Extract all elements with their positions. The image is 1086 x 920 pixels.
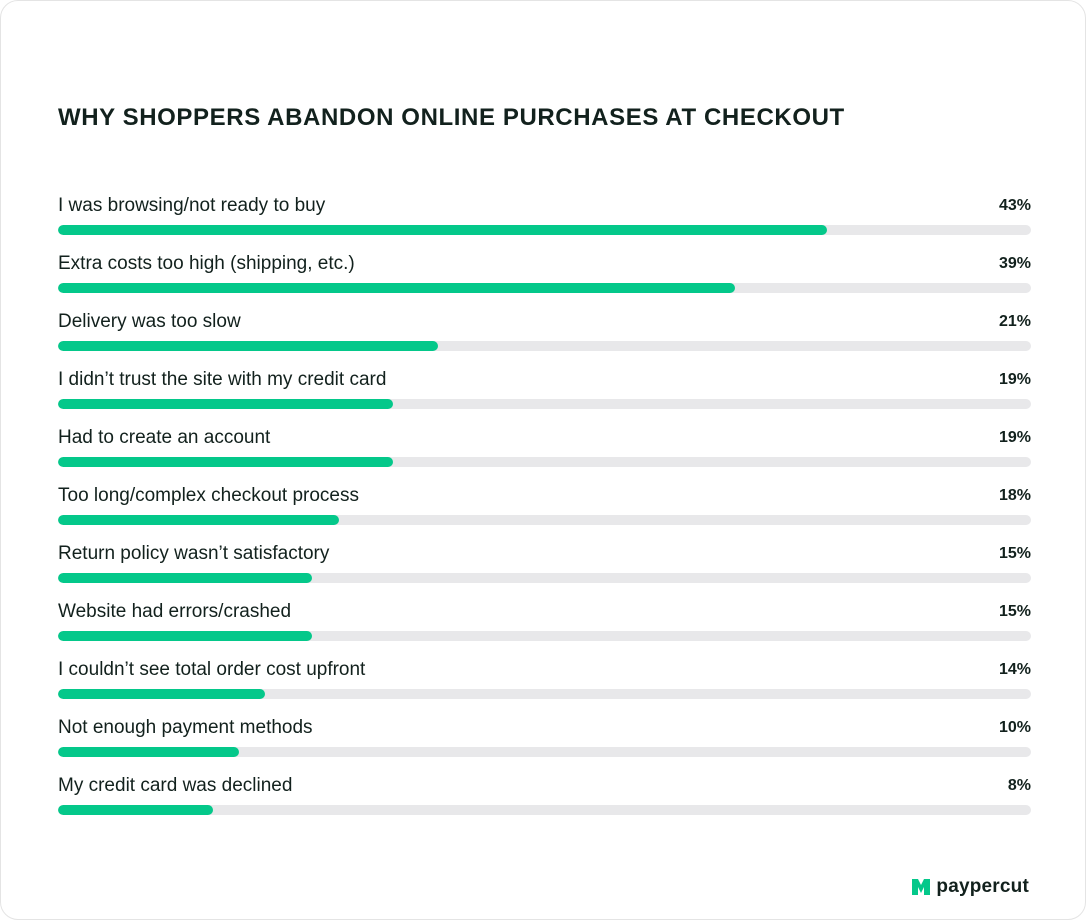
bar-value-label: 39% [998,255,1031,272]
bar-value-label: 8% [1007,777,1031,794]
bar-value-label: 19% [998,429,1031,446]
bar-track [58,805,1031,815]
bar-track [58,631,1031,641]
bar-label: I didn’t trust the site with my credit c… [58,369,387,390]
bar-value-label: 15% [998,545,1031,562]
bar-value-label: 21% [998,313,1031,330]
bar [58,283,736,293]
bar [58,225,827,235]
bar [58,573,312,583]
bar-value-label: 19% [998,371,1031,388]
brand-name: paypercut [936,876,1029,897]
bar-value-label: 43% [998,197,1031,214]
bar-row: Not enough payment methods 10% [58,714,1031,772]
bar [58,747,239,757]
bar-value-label: 14% [998,661,1031,678]
bar [58,457,393,467]
bar-row: I didn’t trust the site with my credit c… [58,366,1031,424]
bar-row: Website had errors/crashed 15% [58,598,1031,656]
bar-track [58,573,1031,583]
bar-row: My credit card was declined 8% [58,772,1031,830]
chart-title: WHY SHOPPERS ABANDON ONLINE PURCHASES AT… [58,104,845,131]
bar-label: Return policy wasn’t satisfactory [58,543,330,564]
bar-row: I was browsing/not ready to buy 43% [58,192,1031,250]
brand-logo: paypercut [912,876,1029,898]
bar [58,399,393,409]
bar-track [58,457,1031,467]
bar [58,341,439,351]
bar-label: Too long/complex checkout process [58,485,359,506]
bar-row: Extra costs too high (shipping, etc.) 39% [58,250,1031,308]
bar-value-label: 15% [998,603,1031,620]
bar-track [58,225,1031,235]
bar-label: Delivery was too slow [58,311,241,332]
bar-label: Had to create an account [58,427,271,448]
bar-rows: I was browsing/not ready to buy 43% Extra … [58,192,1031,830]
bar-label: My credit card was declined [58,775,293,796]
bar-track [58,399,1031,409]
bar-label: I was browsing/not ready to buy [58,195,326,216]
bar-value-label: 10% [998,719,1031,736]
bar [58,515,340,525]
bar-label: Not enough payment methods [58,717,313,738]
bar [58,805,213,815]
bar-track [58,283,1031,293]
bar-row: Had to create an account 19% [58,424,1031,482]
bar-label: I couldn’t see total order cost upfront [58,659,366,680]
bar-value-label: 18% [998,487,1031,504]
paypercut-logo-icon [912,879,931,895]
bar-label: Extra costs too high (shipping, etc.) [58,253,355,274]
bar-row: I couldn’t see total order cost upfront 1… [58,656,1031,714]
bar-track [58,515,1031,525]
bar-track [58,689,1031,699]
bar-track [58,747,1031,757]
bar [58,689,266,699]
bar-track [58,341,1031,351]
bar-row: Return policy wasn’t satisfactory 15% [58,540,1031,598]
bar-label: Website had errors/crashed [58,601,292,622]
bar-row: Delivery was too slow 21% [58,308,1031,366]
bar [58,631,312,641]
bar-row: Too long/complex checkout process 18% [58,482,1031,540]
